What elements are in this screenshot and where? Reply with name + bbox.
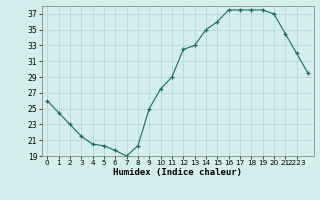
X-axis label: Humidex (Indice chaleur): Humidex (Indice chaleur) [113, 168, 242, 177]
